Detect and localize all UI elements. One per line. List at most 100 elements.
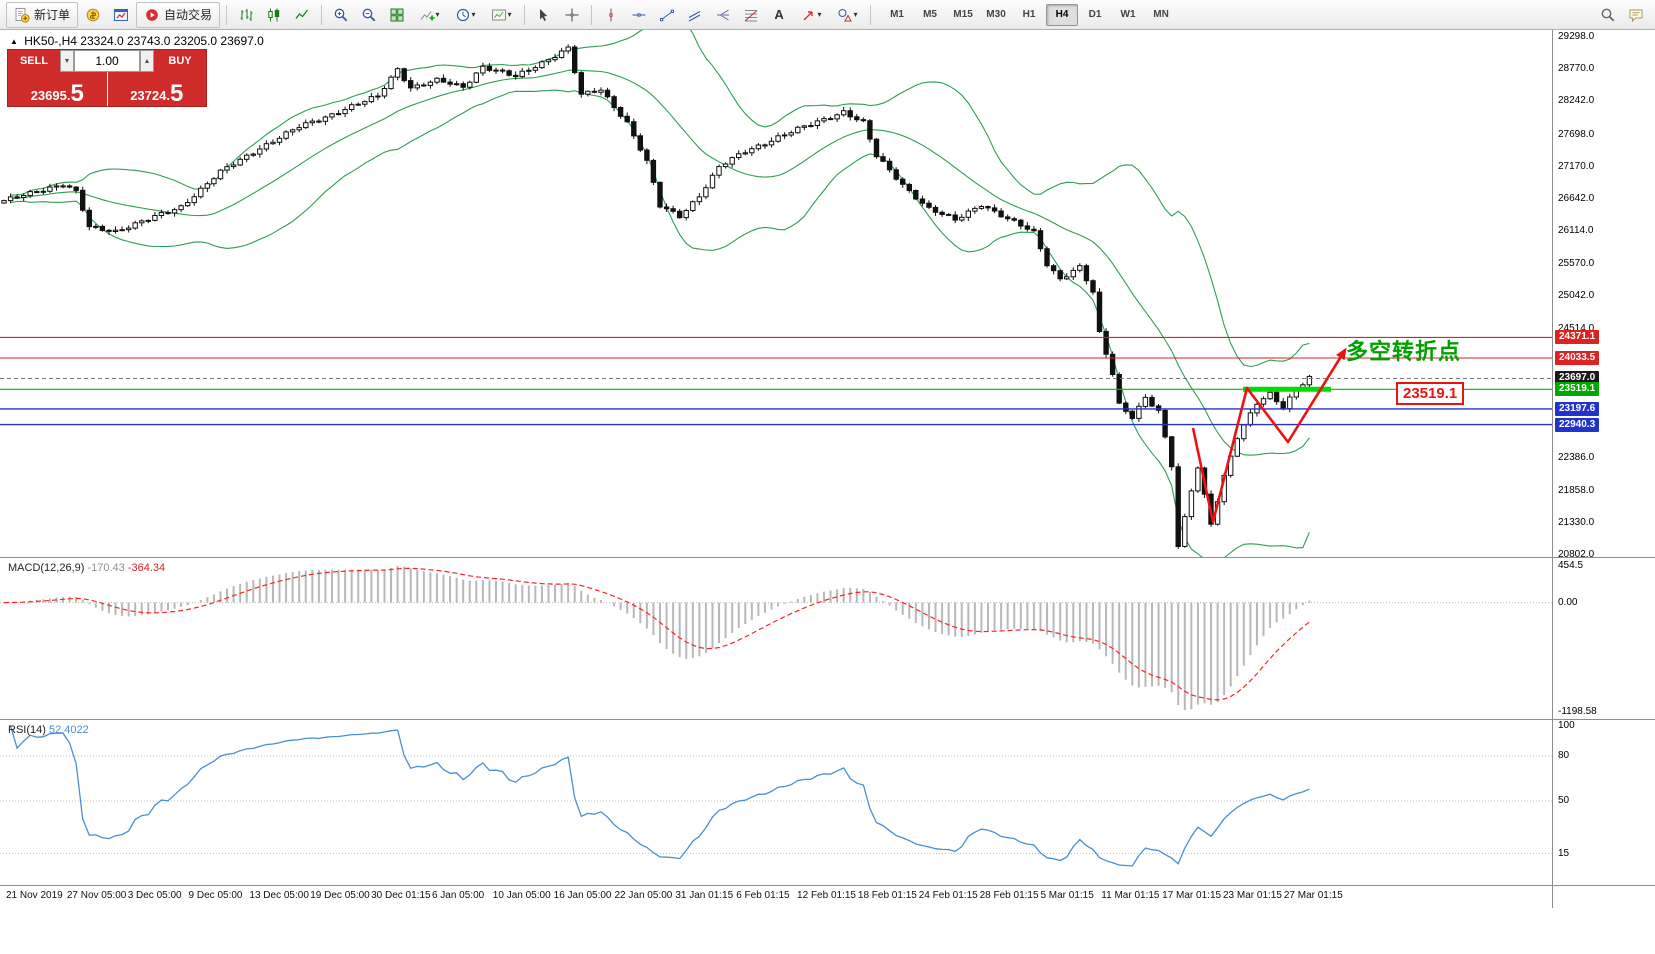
rsi-line xyxy=(9,725,1310,867)
text-tool-button[interactable]: A xyxy=(766,2,792,28)
zigzag-arrow-annotation[interactable] xyxy=(1191,347,1347,524)
time-axis-label: 22 Jan 05:00 xyxy=(614,890,673,901)
indicators-icon xyxy=(420,10,435,20)
time-axis-label: 21 Nov 2019 xyxy=(6,890,63,901)
price-axis-label: 26114.0 xyxy=(1558,225,1594,237)
chart-symbol: HK50-,H4 xyxy=(24,34,77,48)
charts-window-button[interactable] xyxy=(108,2,134,28)
pitchfork-tool-button[interactable] xyxy=(710,2,736,28)
main-chart[interactable] xyxy=(0,30,1552,558)
vertical-line-tool-button[interactable] xyxy=(598,2,624,28)
timeframe-m5-button[interactable]: M5 xyxy=(923,9,937,20)
sell-button[interactable]: SELL xyxy=(19,55,49,67)
macd-axis-label: -1198.58 xyxy=(1558,706,1597,717)
fibonacci-icon xyxy=(744,9,758,21)
chevron-down-icon: ▾ xyxy=(507,10,512,19)
template-icon xyxy=(491,9,506,20)
trendline-tool-button[interactable] xyxy=(654,2,680,28)
volume-input[interactable]: 1.00 xyxy=(74,50,140,72)
price-axis[interactable]: 29298.0 28770.0 28242.0 27698.0 27170.0 26642… xyxy=(1552,30,1655,908)
channel-tool-button[interactable] xyxy=(682,2,708,28)
rsi-panel[interactable] xyxy=(0,720,1552,886)
fibonacci-tool-button[interactable] xyxy=(738,2,764,28)
line-chart-icon xyxy=(295,9,309,19)
time-axis-label: 9 Dec 05:00 xyxy=(188,890,243,901)
arrow-tool-icon xyxy=(803,10,813,20)
one-click-trade-widget: SELL ▼ 1.00 ▲ BUY 23695. 5 23724. 5 xyxy=(8,50,206,106)
indicators-dropdown-button[interactable]: ▾ xyxy=(412,2,446,28)
auto-trading-label: 自动交易 xyxy=(164,8,213,22)
pitchfork-icon xyxy=(717,9,730,20)
horizontal-line-tool-button[interactable] xyxy=(626,2,652,28)
chevron-down-icon: ▾ xyxy=(435,10,440,19)
candlestick-mode-button[interactable] xyxy=(261,2,287,28)
trendline-icon xyxy=(660,9,675,21)
shapes-tool-button[interactable]: ▾ xyxy=(830,2,864,28)
timeframe-m1-button[interactable]: M1 xyxy=(890,9,904,20)
panel-splitter[interactable] xyxy=(0,719,1655,720)
arrows-tool-button[interactable]: ▾ xyxy=(794,2,828,28)
timeframe-mn-button[interactable]: MN xyxy=(1153,9,1169,20)
market-watch-button[interactable] xyxy=(80,2,106,28)
timeframe-w1-button[interactable]: W1 xyxy=(1120,9,1136,20)
time-axis-label: 13 Dec 05:00 xyxy=(249,890,309,901)
price-axis-label: 28770.0 xyxy=(1558,63,1595,75)
new-order-label: 新订单 xyxy=(34,8,71,22)
cursor-icon xyxy=(540,8,548,21)
tile-windows-button[interactable] xyxy=(384,2,410,28)
toolbar-separator xyxy=(591,4,593,25)
line-chart-mode-button[interactable] xyxy=(289,2,315,28)
new-order-button[interactable]: 新订单 xyxy=(6,1,79,28)
panel-splitter[interactable] xyxy=(0,557,1655,558)
volume-decrease-button[interactable]: ▼ xyxy=(60,50,74,72)
turning-point-annotation[interactable]: 多空转折点 xyxy=(1346,339,1462,364)
charts-window-icon xyxy=(114,8,129,21)
search-button[interactable] xyxy=(1595,2,1621,28)
toolbar-separator xyxy=(321,4,323,25)
time-axis-label: 10 Jan 05:00 xyxy=(492,890,551,901)
price-axis-label: 25570.0 xyxy=(1558,258,1595,270)
timeframe-h1-button[interactable]: H1 xyxy=(1022,9,1036,20)
zoom-in-button[interactable] xyxy=(328,2,354,28)
price-axis-label: 20802.0 xyxy=(1558,549,1595,560)
time-axis-label: 30 Dec 01:15 xyxy=(371,890,431,901)
templates-dropdown-button[interactable]: ▾ xyxy=(484,2,518,28)
periods-dropdown-button[interactable]: ▾ xyxy=(448,2,482,28)
timeframe-m15-button[interactable]: M15 xyxy=(953,9,973,20)
timeframe-d1-button[interactable]: D1 xyxy=(1088,9,1102,20)
tile-windows-icon xyxy=(390,8,404,21)
crosshair-tool-button[interactable] xyxy=(559,2,585,28)
time-axis-label: 27 Mar 01:15 xyxy=(1283,890,1343,901)
zoom-out-button[interactable] xyxy=(356,2,382,28)
price-line-tag: 23519.1 xyxy=(1555,382,1600,397)
community-chat-button[interactable] xyxy=(1623,2,1649,28)
price-tag-annotation[interactable]: 23519.1 xyxy=(1396,382,1465,405)
time-axis-label: 17 Mar 01:15 xyxy=(1162,890,1222,901)
timeframe-group: M1 M5 M15 M30 H1 H4 D1 W1 MN xyxy=(881,3,1177,26)
auto-trading-button[interactable]: 自动交易 xyxy=(136,1,221,28)
buy-price-button[interactable]: 23724. 5 xyxy=(107,72,206,107)
cursor-tool-button[interactable] xyxy=(531,2,557,28)
timeframe-m30-button[interactable]: M30 xyxy=(986,9,1006,20)
top-toolbar: 新订单 自动交易 xyxy=(0,0,1655,30)
timeframe-h4-button[interactable]: H4 xyxy=(1046,3,1079,26)
volume-increase-button[interactable]: ▲ xyxy=(140,50,154,72)
bollinger-bands xyxy=(10,30,1310,558)
rsi-name: RSI(14) xyxy=(8,724,46,736)
buy-price-big-digit: 5 xyxy=(169,80,184,107)
time-axis[interactable]: 21 Nov 2019 27 Nov 05:00 3 Dec 05:00 9 Dec … xyxy=(0,886,1552,908)
time-axis-label: 6 Jan 05:00 xyxy=(431,890,485,901)
market-watch-icon xyxy=(86,8,100,21)
horizontal-line-icon xyxy=(632,12,646,17)
chevron-down-icon: ▾ xyxy=(817,10,822,19)
price-line-tag: 22940.3 xyxy=(1555,417,1600,432)
time-axis-label: 3 Dec 05:00 xyxy=(127,890,182,901)
time-axis-label: 18 Feb 01:15 xyxy=(857,890,917,901)
buy-button[interactable]: BUY xyxy=(168,55,192,67)
price-axis-label: 21330.0 xyxy=(1558,516,1595,528)
sell-price-button[interactable]: 23695. 5 xyxy=(8,72,107,106)
zoom-in-icon xyxy=(334,8,348,21)
bar-chart-mode-button[interactable] xyxy=(233,2,259,28)
macd-panel[interactable] xyxy=(0,558,1552,720)
price-line-tag: 24371.1 xyxy=(1555,330,1600,345)
